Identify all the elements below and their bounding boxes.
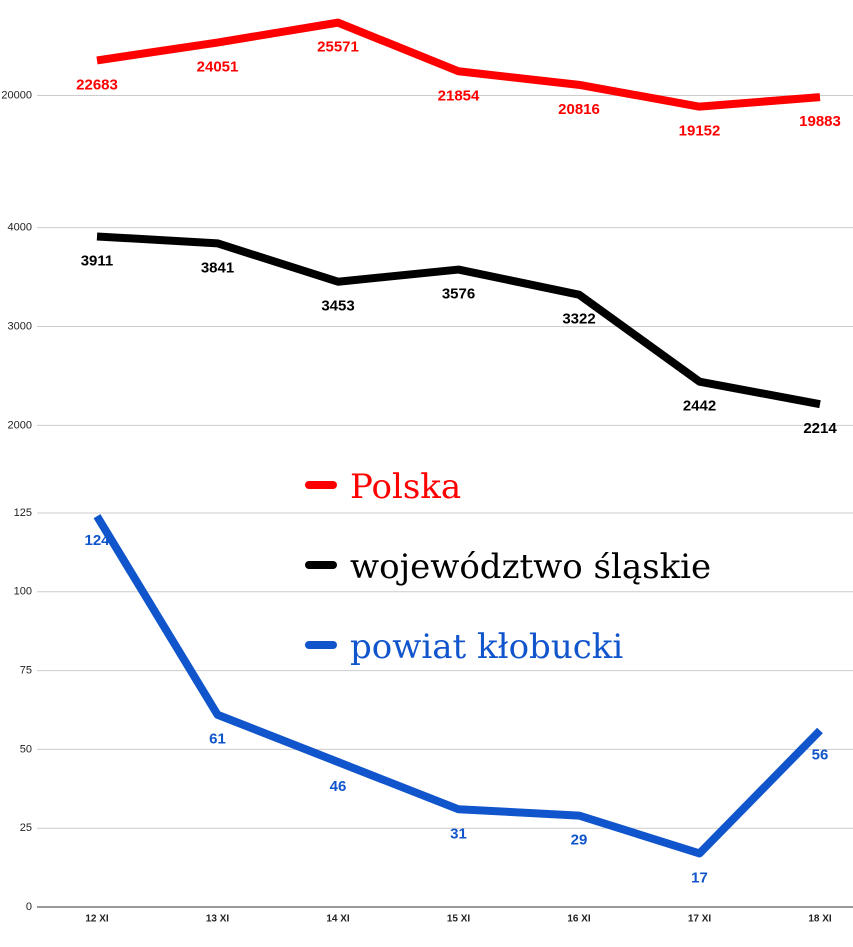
y-tick-label: 75	[20, 665, 32, 677]
y-tick-label: 125	[14, 507, 32, 519]
data-label: 2442	[683, 398, 716, 415]
data-label: 46	[330, 778, 347, 795]
legend-label: Polska	[350, 467, 461, 507]
data-label: 19883	[799, 113, 841, 130]
y-tick-label: 2000	[8, 419, 32, 431]
y-tick-label: 100	[14, 586, 32, 598]
data-label: 21854	[438, 87, 480, 104]
y-tick-label: 25	[20, 822, 32, 834]
x-tick-label: 14 XI	[326, 914, 350, 925]
data-label: 3911	[81, 252, 114, 269]
data-label: 2214	[803, 420, 837, 437]
data-label: 61	[209, 731, 226, 748]
data-label: 25571	[317, 39, 359, 56]
data-label: 17	[691, 869, 708, 886]
line	[93, 514, 823, 858]
x-tick-label: 12 XI	[85, 914, 109, 925]
line	[96, 18, 821, 111]
y-tick-label: 50	[20, 743, 32, 755]
y-tick-label: 20000	[1, 89, 32, 101]
y-tick-label: 4000	[8, 222, 32, 234]
data-label: 124	[84, 532, 110, 549]
data-label: 3453	[321, 298, 354, 315]
y-tick-label: 0	[26, 901, 32, 913]
x-tick-label: 17 XI	[688, 914, 712, 925]
legend-label: województwo śląskie	[350, 547, 711, 587]
data-label: 3576	[442, 286, 475, 303]
x-tick-label: 15 XI	[447, 914, 471, 925]
data-label: 29	[571, 832, 588, 849]
line	[96, 232, 821, 409]
data-label: 24051	[197, 58, 239, 75]
legend-label: powiat kłobucki	[350, 627, 623, 667]
data-label: 19152	[679, 123, 721, 140]
data-label: 22683	[76, 76, 118, 93]
x-tick-label: 16 XI	[567, 914, 591, 925]
data-label: 56	[812, 746, 829, 763]
data-label: 3841	[201, 259, 234, 276]
data-label: 31	[450, 825, 467, 842]
data-label: 3322	[562, 311, 595, 328]
data-label: 20816	[558, 101, 600, 118]
x-tick-label: 18 XI	[808, 914, 832, 925]
x-tick-label: 13 XI	[206, 914, 230, 925]
y-tick-label: 3000	[8, 320, 32, 332]
